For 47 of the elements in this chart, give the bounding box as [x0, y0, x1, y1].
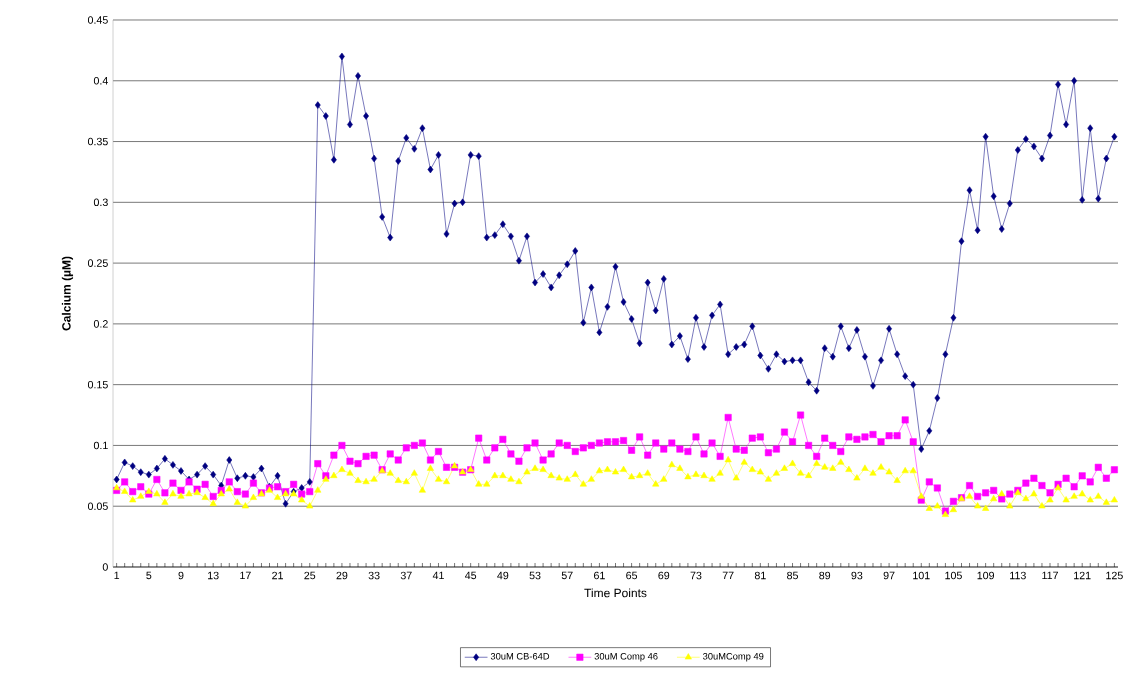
- legend-label: 30uM Comp 46: [594, 652, 658, 662]
- y-axis-title: Calcium (µM): [61, 256, 74, 331]
- x-tick-label: 57: [561, 571, 573, 580]
- x-tick-label: 93: [851, 571, 863, 580]
- y-tick-label: 0.3: [93, 198, 108, 207]
- x-tick-label: 77: [722, 571, 734, 580]
- x-tick-label: 109: [977, 571, 995, 580]
- y-tick-label: 0.25: [87, 259, 108, 267]
- x-tick-label: 9: [178, 571, 184, 580]
- x-tick-label: 81: [754, 571, 766, 580]
- legend-label: 30uM CB-64D: [490, 652, 550, 660]
- x-tick-label: 29: [336, 571, 348, 580]
- y-tick-label: 0.1: [93, 441, 108, 450]
- x-tick-label: 17: [240, 571, 251, 580]
- x-tick-label: 53: [529, 571, 541, 580]
- y-tick-label: 0: [102, 563, 108, 571]
- x-tick-label: 21: [272, 571, 283, 580]
- y-tick-label: 0.2: [93, 320, 108, 328]
- x-tick-label: 25: [304, 571, 316, 580]
- x-tick-label: 37: [400, 571, 412, 580]
- x-tick-label: 121: [1074, 571, 1091, 580]
- y-tick-label: 0.45: [87, 16, 108, 24]
- x-tick-label: 33: [368, 571, 380, 580]
- x-tick-label: 117: [1042, 571, 1058, 580]
- x-tick-label: 41: [432, 571, 444, 580]
- x-tick-label: 13: [208, 571, 219, 580]
- x-tick-label: 101: [913, 571, 930, 580]
- y-tick-label: 0.15: [87, 380, 108, 389]
- x-tick-label: 113: [1010, 571, 1026, 580]
- x-tick-label: 85: [787, 571, 798, 580]
- x-tick-label: 125: [1106, 571, 1123, 580]
- x-tick-label: 61: [594, 571, 605, 580]
- y-tick-label: 0.05: [87, 502, 108, 510]
- x-tick-label: 45: [464, 571, 477, 580]
- y-tick-label: 0.4: [93, 77, 108, 85]
- x-axis-title: Time Points: [584, 588, 647, 598]
- x-tick-label: 1: [114, 571, 120, 580]
- x-tick-label: 65: [626, 571, 638, 580]
- y-tick-label: 0.35: [87, 137, 108, 146]
- x-tick-label: 97: [883, 571, 895, 580]
- x-tick-label: 69: [658, 571, 670, 580]
- x-tick-label: 5: [146, 571, 152, 580]
- legend-label: 30uMComp 49: [703, 652, 764, 662]
- x-tick-label: 105: [945, 571, 962, 580]
- x-tick-label: 89: [819, 571, 831, 580]
- x-tick-label: 73: [690, 571, 702, 580]
- x-tick-label: 49: [497, 571, 509, 580]
